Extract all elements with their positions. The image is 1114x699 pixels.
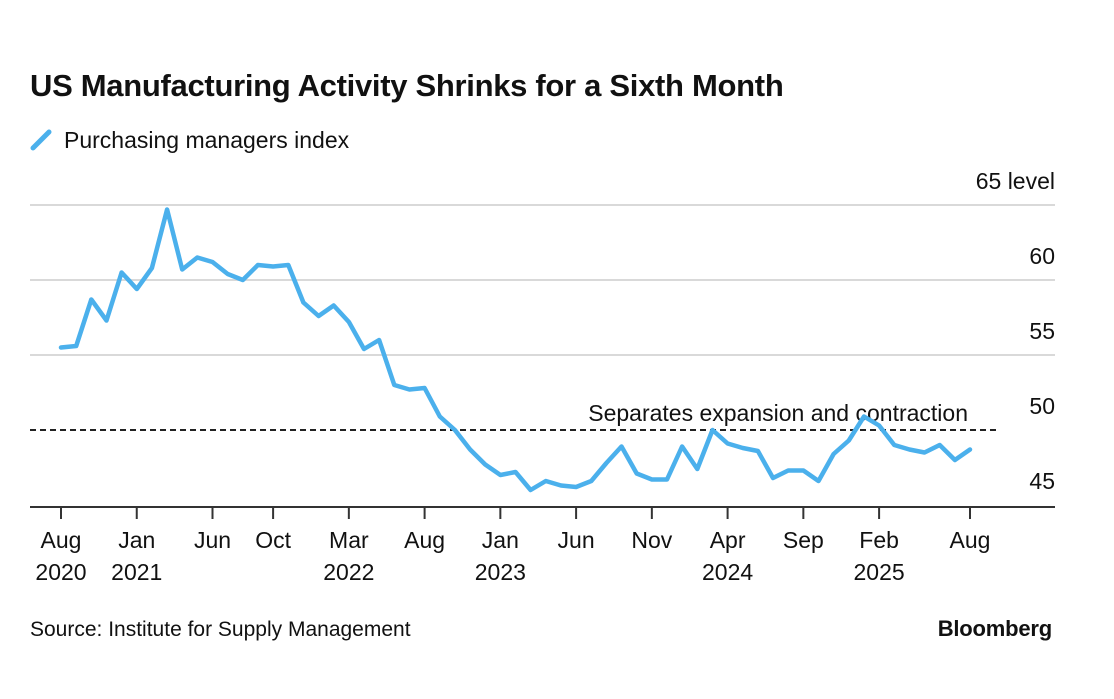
reference-line-group: Separates expansion and contraction	[30, 400, 998, 431]
series-line-pmi	[58, 207, 973, 493]
x-tick-year-label: 2024	[702, 559, 753, 585]
legend-label: Purchasing managers index	[64, 126, 350, 153]
x-tick-label: Mar	[329, 527, 369, 553]
y-axis-ticks: 65 level 60 55 50 45	[976, 168, 1055, 494]
x-tick-label: Nov	[631, 527, 672, 553]
chart-title: US Manufacturing Activity Shrinks for a …	[30, 68, 784, 103]
y-tick-label: 65 level	[976, 168, 1055, 194]
bloomberg-logo: Bloomberg	[937, 616, 1053, 641]
x-tick-label: Jan	[118, 527, 155, 553]
x-tick-year-label: 2021	[111, 559, 162, 585]
source-note: Source: Institute for Supply Management	[30, 618, 411, 641]
x-tick-year-label: 2020	[35, 559, 86, 585]
line-swatch-icon	[30, 129, 52, 151]
x-tick-label: Jun	[194, 527, 231, 553]
gridlines	[30, 204, 1055, 356]
x-tick-label: Jun	[558, 527, 595, 553]
reference-line-label: Separates expansion and contraction	[588, 400, 968, 426]
x-tick-label: Feb	[859, 527, 899, 553]
x-tick-year-label: 2022	[323, 559, 374, 585]
legend: Purchasing managers index	[30, 124, 349, 156]
x-tick-label: Aug	[950, 527, 991, 553]
y-tick-label: 60	[1029, 243, 1055, 269]
y-tick-label: 55	[1029, 318, 1055, 344]
x-tick-label: Sep	[783, 527, 824, 553]
x-tick-year-label: 2025	[854, 559, 905, 585]
x-tick-label: Oct	[255, 527, 291, 553]
x-tick-label: Jan	[482, 527, 519, 553]
series-group	[58, 207, 973, 493]
y-tick-label: 45	[1029, 468, 1055, 494]
x-tick-year-label: 2023	[475, 559, 526, 585]
x-tick-label: Aug	[41, 527, 82, 553]
x-tick-label: Apr	[710, 527, 746, 553]
x-axis: Aug 2020 Jan 2021 Jun Oct Mar 2022 Aug Jan 2023 Jun…	[30, 506, 1055, 585]
y-tick-label: 50	[1029, 393, 1055, 419]
x-tick-label: Aug	[404, 527, 445, 553]
